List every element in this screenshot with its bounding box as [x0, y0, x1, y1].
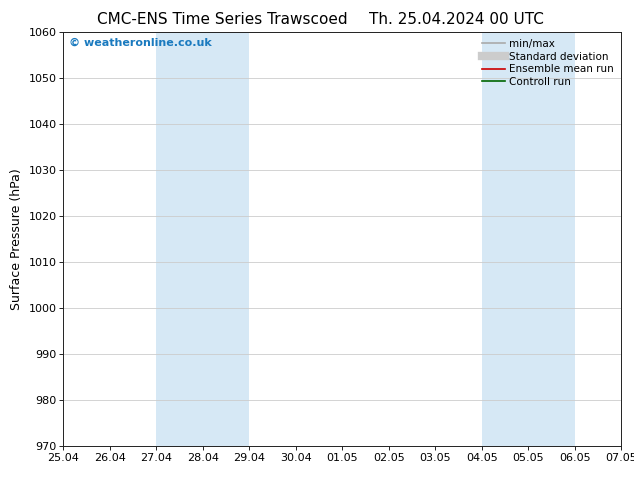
Text: CMC-ENS Time Series Trawscoed: CMC-ENS Time Series Trawscoed [96, 12, 347, 27]
Legend: min/max, Standard deviation, Ensemble mean run, Controll run: min/max, Standard deviation, Ensemble me… [478, 35, 618, 91]
Bar [157, 32, 249, 446]
Text: Th. 25.04.2024 00 UTC: Th. 25.04.2024 00 UTC [369, 12, 544, 27]
Text: © weatheronline.co.uk: © weatheronline.co.uk [69, 38, 212, 48]
Bar [482, 32, 575, 446]
Y-axis label: Surface Pressure (hPa): Surface Pressure (hPa) [10, 168, 23, 310]
